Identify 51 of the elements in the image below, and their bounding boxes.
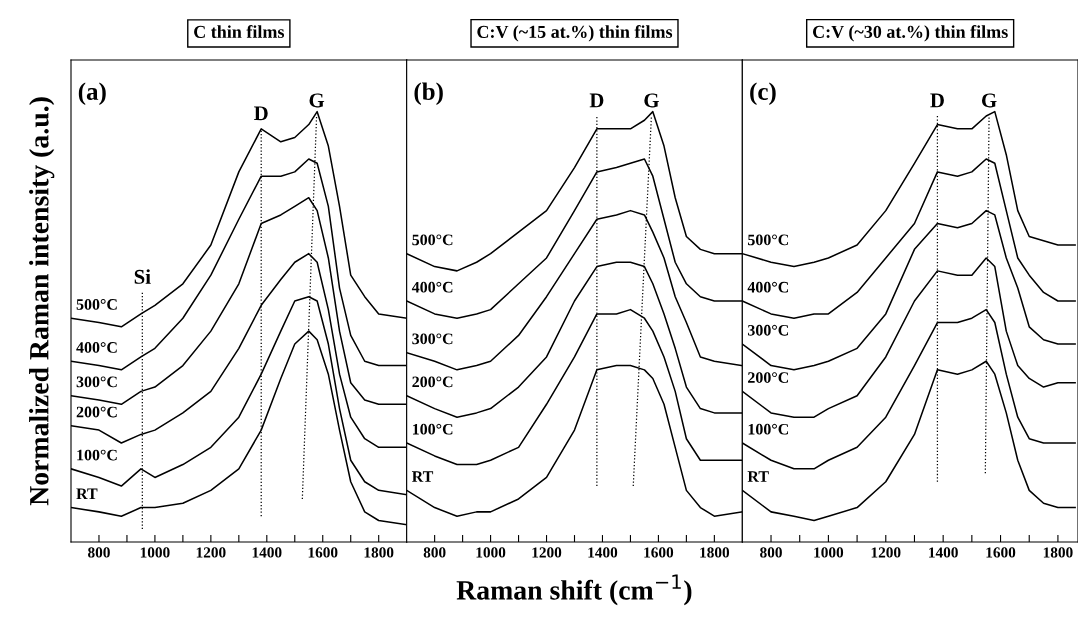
- series-label: 500°C: [412, 234, 453, 246]
- annotation: D: [254, 106, 268, 121]
- series-label: 200°C: [412, 376, 453, 388]
- series-label: 100°C: [412, 423, 453, 435]
- chart-title: C:V (~30 at.%) thin films: [812, 25, 1008, 42]
- x-tick-label: 1400: [588, 547, 618, 558]
- x-tick-label: 800: [760, 547, 782, 558]
- x-tick-label: 1200: [871, 547, 901, 558]
- series-label: 200°C: [76, 406, 117, 418]
- series-label: 400°C: [411, 281, 453, 293]
- text: D: [589, 93, 604, 108]
- series-label: 100°C: [77, 449, 117, 461]
- x-tick-label: 1600: [644, 547, 674, 558]
- series-label: RT: [747, 471, 769, 482]
- series-label: 300°C: [412, 333, 453, 345]
- series-label: 500°C: [76, 299, 117, 310]
- chart-title: C:V (~15 at.%) thin films: [477, 25, 673, 42]
- x-tick-label: 1800: [1043, 547, 1073, 558]
- series-label: 400°C: [76, 342, 117, 353]
- series-label: RT: [411, 471, 434, 482]
- series-label: 500°C: [748, 234, 789, 246]
- series-label: 400°C: [747, 281, 789, 293]
- x-tick-label: 1800: [364, 547, 394, 558]
- x-tick-label: 1200: [532, 547, 562, 558]
- text: G: [981, 93, 997, 108]
- y-axis-title: Normalized Raman intensity (a.u.): [29, 97, 55, 506]
- text: G: [309, 93, 325, 108]
- x-tick-label: 1600: [986, 547, 1016, 558]
- series-label: 200°C: [748, 372, 789, 383]
- series-label: 300°C: [747, 324, 789, 336]
- x-tick-label: 1000: [140, 547, 170, 558]
- x-tick-label: 1000: [476, 547, 506, 558]
- text: (a): [78, 82, 106, 106]
- annotation: Si: [134, 269, 151, 284]
- x-tick-label: 1800: [700, 547, 730, 558]
- x-axis-title: Raman shift (cm$^{−1}$): [456, 574, 692, 606]
- x-tick-label: 800: [88, 547, 110, 558]
- text: D: [930, 93, 944, 108]
- x-tick-label: 1000: [814, 547, 844, 558]
- x-tick-label: 800: [423, 547, 446, 558]
- text: G: [644, 93, 659, 108]
- text: (b): [414, 82, 443, 106]
- text: (c): [750, 82, 776, 106]
- series-label: RT: [76, 488, 98, 500]
- chart-title: C thin films: [194, 25, 285, 38]
- x-tick-label: 1600: [308, 547, 338, 558]
- x-tick-label: 1400: [252, 547, 282, 558]
- series-label: 100°C: [748, 423, 789, 435]
- x-tick-label: 1400: [929, 547, 958, 558]
- series-label: 300°C: [76, 376, 117, 388]
- x-tick-label: 1200: [196, 547, 226, 558]
